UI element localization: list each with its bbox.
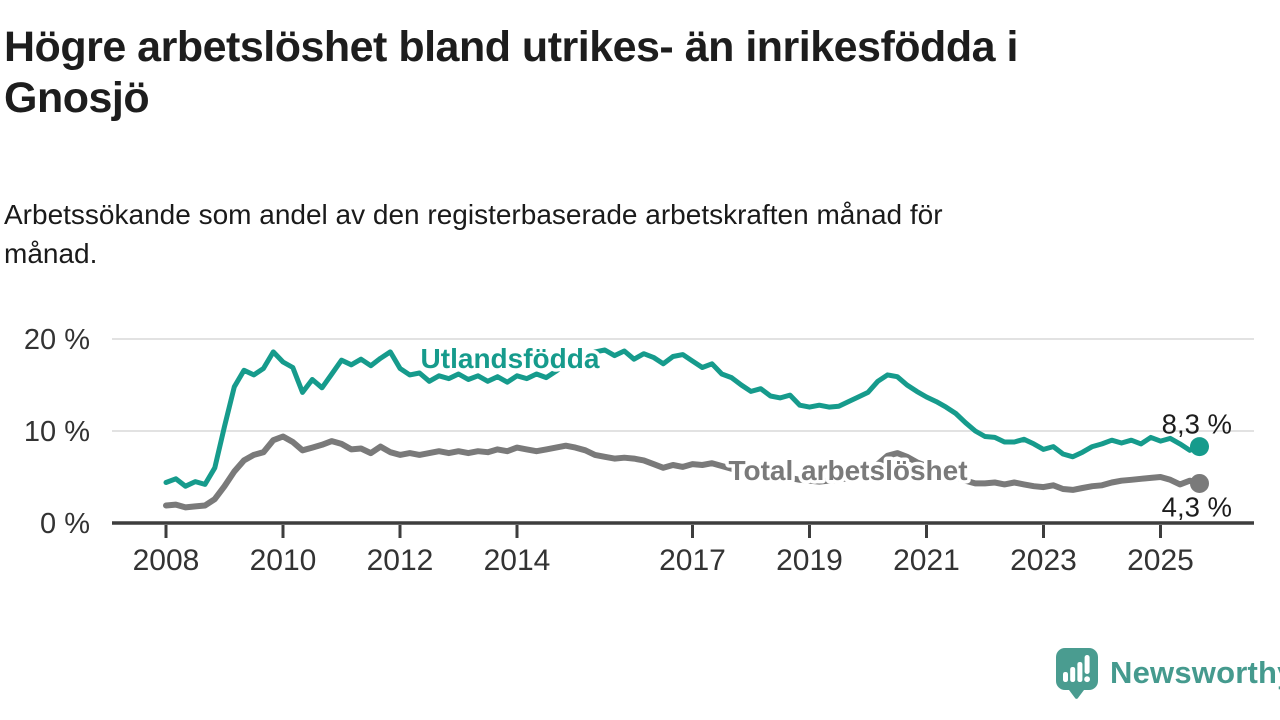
y-tick-label-10: 10 % [24,416,90,448]
newsworthy-speech-bubble-barchart-icon [1056,648,1098,699]
series-line-utlandsf-dda [163,347,1202,489]
page-title-line1: Högre arbetslöshet bland utrikes- än inr… [4,23,1018,71]
x-tick-label-2012: 2012 [367,544,434,577]
x-tick-label-2021: 2021 [893,544,960,577]
x-tick-label-2010: 2010 [250,544,317,577]
end-dot-total-arbetsl-shet [1190,473,1210,493]
gridlines [112,338,1254,432]
series-name-labels: Utlandsfödda Total arbetslöshet [417,340,971,490]
end-value-label-total-arbetsl-shet: 4,3 % [1162,491,1232,522]
x-tick-label-2023: 2023 [1010,544,1077,577]
unemployment-line-chart: 0 %10 %20 %2008 2010 2012 2014 2017 2019 2021 2… [24,324,1254,577]
page-title-line2: Gnosjö [4,74,150,122]
logo-bar-chart-glyph [1063,655,1090,683]
speech-bubble-shape [1056,648,1098,699]
series-label-total-arbetsl-shet: Total arbetslöshet [728,455,967,486]
newsworthy-logo-text: Newsworthy [1110,655,1280,690]
series-end-markers: 8,3 % 4,3 % [1162,409,1232,523]
y-tick-label-20: 20 % [24,324,90,356]
y-axis-labels: 0 % 10 % 20 % [24,324,90,540]
page-subtitle: Arbetssökande som andel av den registerb… [4,195,1204,273]
x-axis: 2008 2010 2012 2014 2017 2019 2021 2023 2025 [112,521,1254,577]
x-tick-label-2025: 2025 [1127,544,1194,577]
x-tick-label-2014: 2014 [484,544,551,577]
end-value-label-utlandsf-dda: 8,3 % [1162,409,1232,440]
series-lines [163,347,1203,511]
x-tick-label-2019: 2019 [776,544,843,577]
newsworthy-logo: Newsworthy [1054,645,1280,701]
series-label-utlandsf-dda: Utlandsfödda [421,343,600,374]
page-title: Högre arbetslöshet bland utrikes- än inr… [4,22,1204,124]
x-tick-label-2008: 2008 [133,544,200,577]
page-subtitle-line1: Arbetssökande som andel av den registerb… [4,199,943,230]
page-subtitle-line2: månad. [4,238,98,269]
y-tick-label-0: 0 % [40,508,90,540]
x-tick-label-2017: 2017 [659,544,726,577]
series-line-total-arbetsl-shet [163,433,1203,511]
end-dot-utlandsf-dda [1190,437,1210,457]
